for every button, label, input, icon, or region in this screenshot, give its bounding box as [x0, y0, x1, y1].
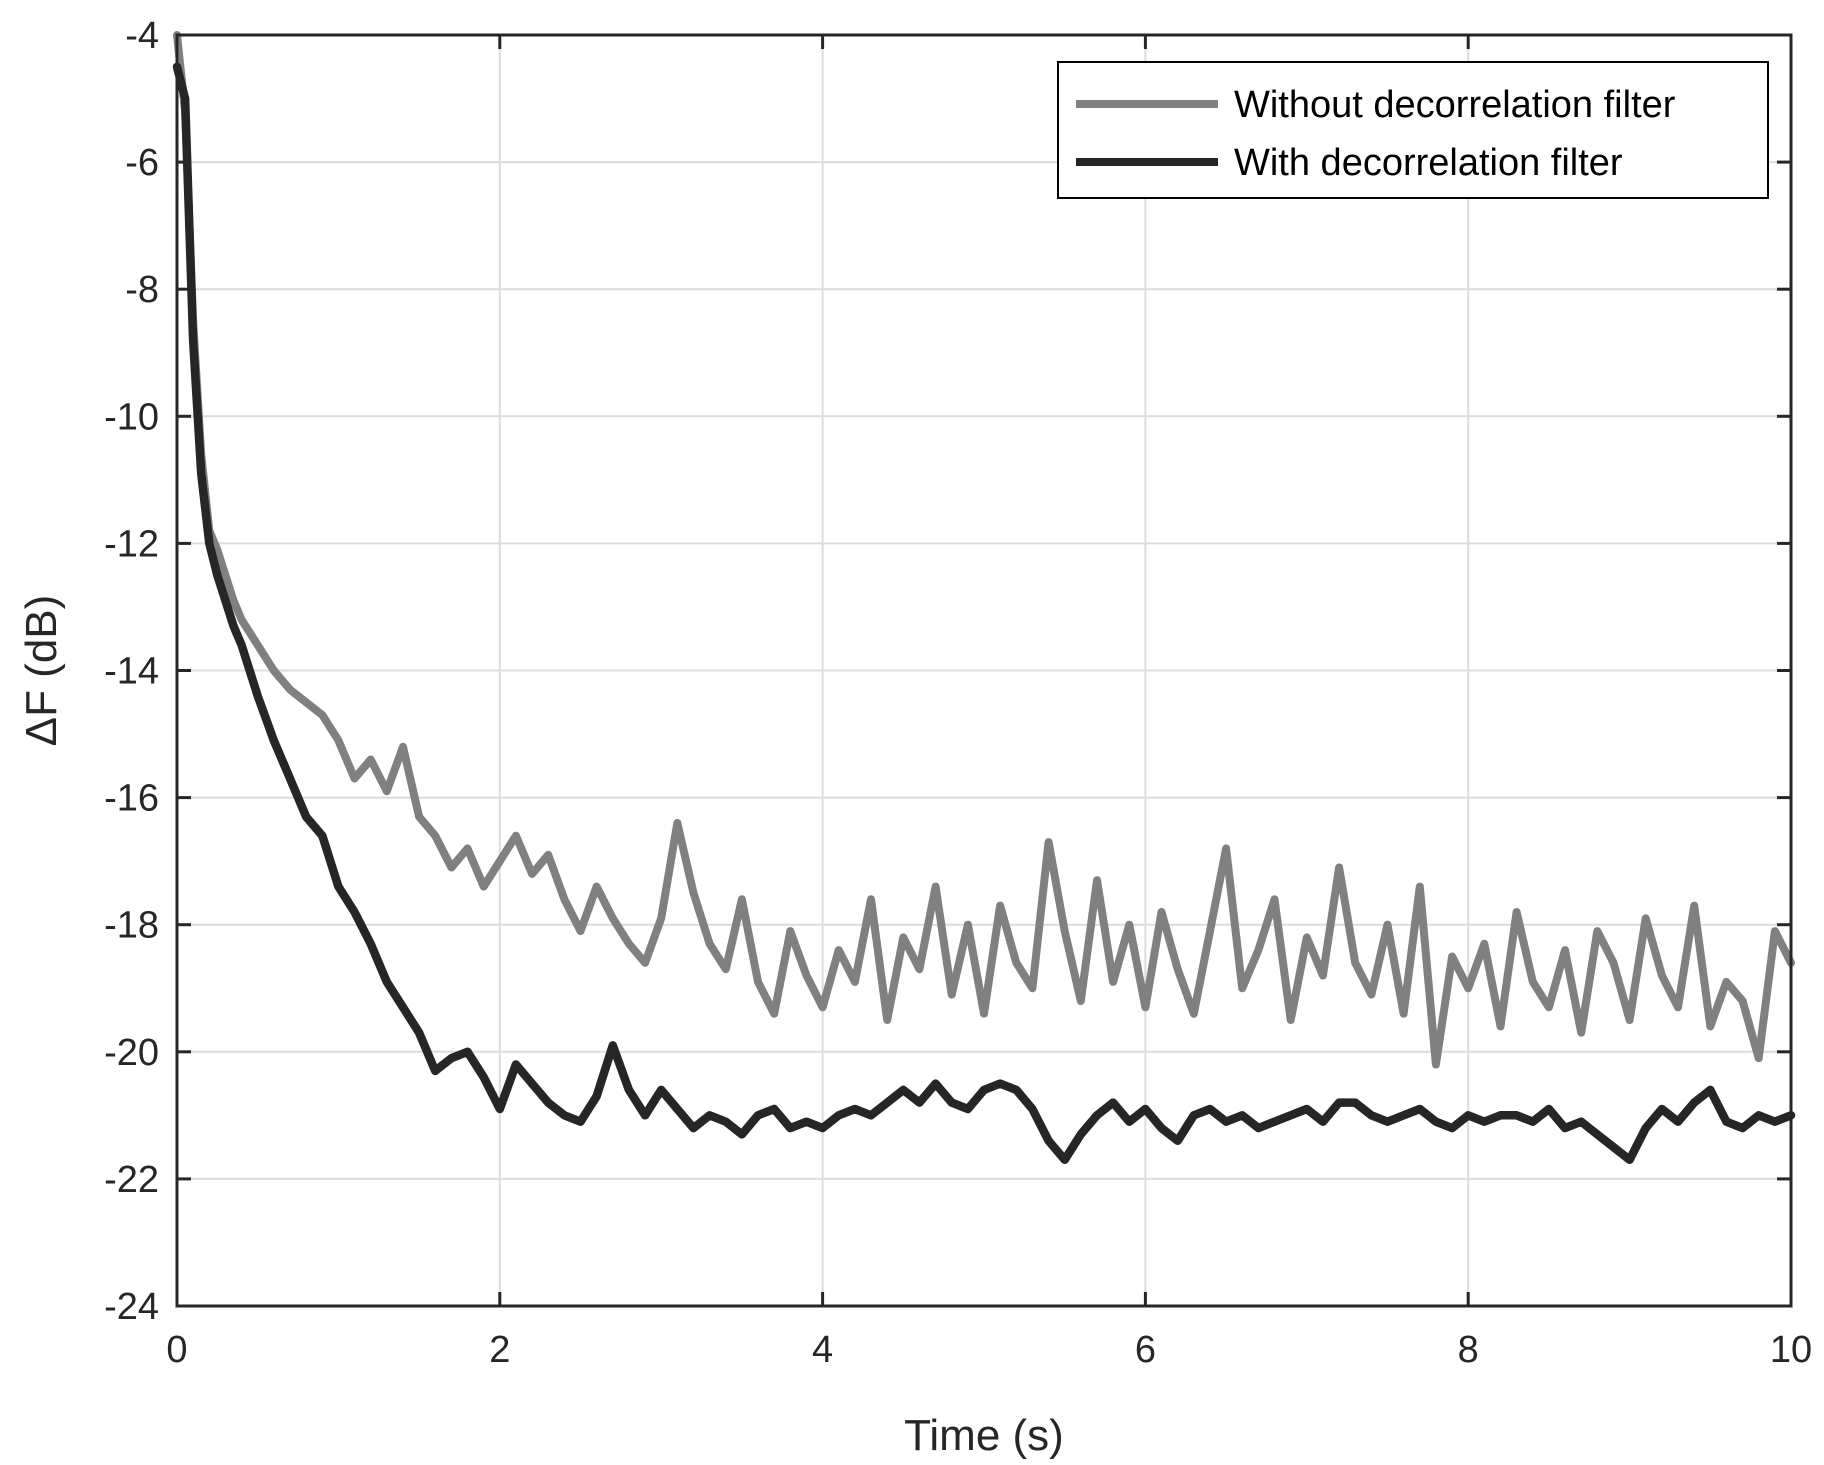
y-tick-label: -16	[104, 778, 159, 820]
y-tick-label: -4	[125, 15, 159, 57]
y-tick-label: -6	[125, 142, 159, 184]
axis-ticks: 0 2 4 6 8 10 -24 -22 -20 -18 -16 -14 -12 -10 -8 -6 -4	[104, 15, 1812, 1371]
y-axis-label: ΔF (dB)	[17, 595, 66, 747]
legend-label-with-filter: With decorrelation filter	[1234, 142, 1623, 184]
y-tick-label: -12	[104, 523, 159, 565]
x-tick-label: 4	[812, 1329, 833, 1371]
y-tick-label: -24	[104, 1286, 159, 1328]
legend-box	[1057, 61, 1769, 199]
x-tick-label: 10	[1770, 1329, 1812, 1371]
series-line-with-filter	[172, 62, 1796, 1165]
series-lines	[172, 31, 1796, 1165]
legend: Without decorrelation filter With decorr…	[1057, 61, 1769, 199]
y-tick-label: -22	[104, 1159, 159, 1201]
y-tick-label: -14	[104, 651, 159, 693]
x-tick-label: 2	[489, 1329, 510, 1371]
legend-label-without-filter: Without decorrelation filter	[1234, 84, 1676, 126]
y-tick-label: -8	[125, 269, 159, 311]
y-tick-label: -10	[104, 396, 159, 438]
x-axis-label: Time (s)	[904, 1411, 1064, 1460]
grid	[177, 35, 1791, 1306]
series-line-without-filter	[173, 31, 1795, 1069]
x-tick-label: 6	[1135, 1329, 1156, 1371]
y-tick-label: -20	[104, 1032, 159, 1074]
x-tick-label: 0	[166, 1329, 187, 1371]
y-tick-label: -18	[104, 905, 159, 947]
x-tick-label: 8	[1458, 1329, 1479, 1371]
